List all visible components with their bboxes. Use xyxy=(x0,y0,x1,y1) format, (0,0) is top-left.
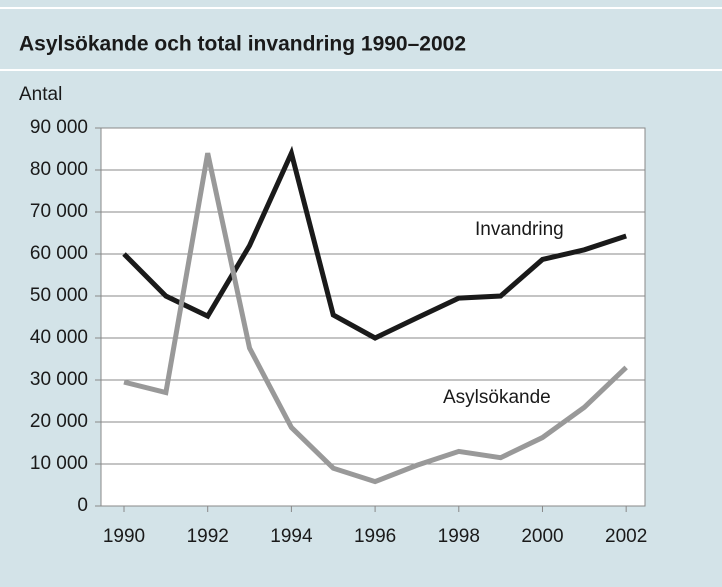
y-tick-label: 30 000 xyxy=(30,369,88,390)
y-tick-label: 90 000 xyxy=(30,117,88,138)
plot-border xyxy=(100,127,646,507)
chart-title: Asylsökande och total invandring 1990–20… xyxy=(19,33,466,56)
x-tick-label: 1994 xyxy=(270,526,313,547)
x-tick-label: 1996 xyxy=(354,526,396,547)
y-tick-label: 10 000 xyxy=(30,453,88,474)
series-line xyxy=(122,145,627,341)
y-tick-label: 20 000 xyxy=(30,411,88,432)
plot-area xyxy=(101,128,645,506)
y-tick-label: 50 000 xyxy=(30,285,88,306)
series-line xyxy=(123,152,628,485)
y-tick-label: 60 000 xyxy=(30,243,88,264)
x-tick-label: 2000 xyxy=(521,526,563,547)
y-tick-label: 0 xyxy=(77,495,88,516)
series-label: Asylsökande xyxy=(443,387,551,408)
y-tick-label: 70 000 xyxy=(30,201,88,222)
y-tick-label: 40 000 xyxy=(30,327,88,348)
x-tick-label: 1990 xyxy=(103,526,145,547)
series-label: Invandring xyxy=(475,219,564,240)
x-tick-label: 2002 xyxy=(605,526,647,547)
x-tick-label: 1998 xyxy=(438,526,480,547)
x-tick-label: 1992 xyxy=(187,526,229,547)
y-tick-label: 80 000 xyxy=(30,159,88,180)
y-axis-label: Antal xyxy=(19,84,62,105)
